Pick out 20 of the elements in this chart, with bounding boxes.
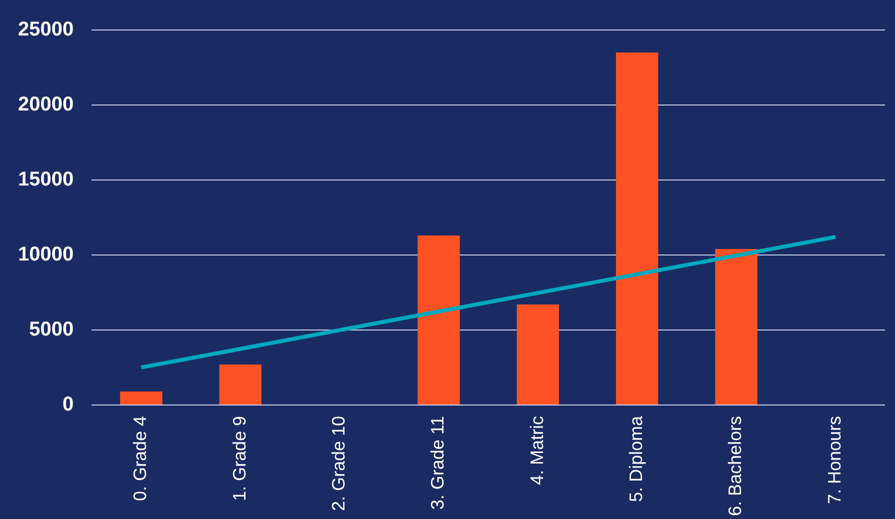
x-tick-label: 2. Grade 10 xyxy=(328,416,349,512)
x-tick-label: 5. Diploma xyxy=(626,414,646,502)
bar xyxy=(616,52,658,404)
y-tick-label: 0 xyxy=(62,393,74,416)
y-tick-label: 15000 xyxy=(18,168,74,190)
bar xyxy=(516,304,559,404)
x-tick-label: 0. Grade 4 xyxy=(130,416,150,502)
x-tick-label: 1. Grade 9 xyxy=(229,416,250,502)
y-tick-label: 5000 xyxy=(29,318,74,340)
y-tick-label: 25000 xyxy=(18,18,74,41)
bar xyxy=(418,235,460,404)
y-tick-label: 20000 xyxy=(18,94,74,116)
y-tick-label: 10000 xyxy=(18,243,74,266)
bar xyxy=(715,248,758,404)
bar xyxy=(219,364,262,404)
x-tick-label: 3. Grade 11 xyxy=(428,416,448,510)
x-tick-label: 6. Bachelors xyxy=(725,416,746,516)
x-tick-label: 7. Honours xyxy=(824,416,844,504)
bar xyxy=(120,391,162,404)
x-tick-label: 4. Matric xyxy=(526,416,547,485)
